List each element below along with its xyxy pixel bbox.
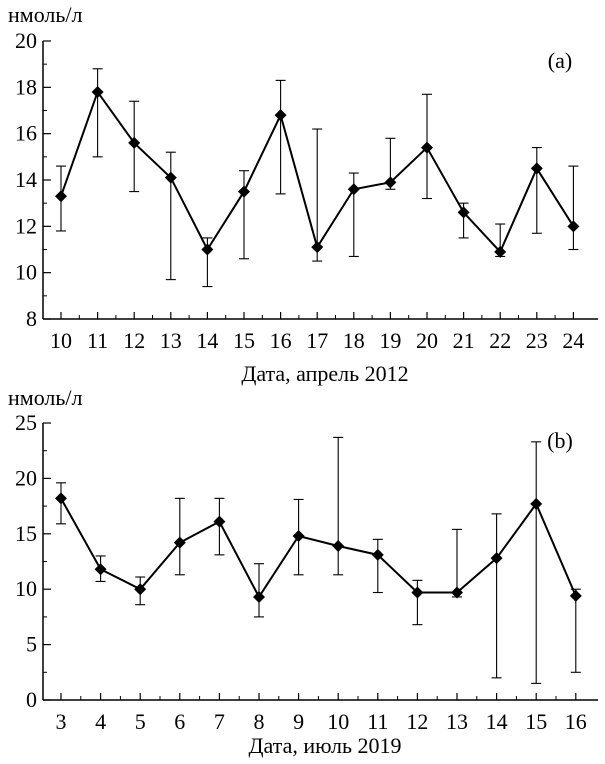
data-point-b (213, 515, 226, 528)
y-tick-label-a: 18 (15, 74, 37, 99)
data-point-b (411, 586, 424, 599)
data-point-a (55, 190, 67, 203)
y-tick-label-a: 10 (15, 260, 37, 285)
x-axis-label-b: Дата, июль 2019 (248, 733, 401, 758)
axes-b: 0 5 10 15 20 25 3 4 5 6 7 8 9 10 11 12 13 14 15 16 (15, 410, 598, 734)
data-point-a (164, 171, 177, 184)
data-point-a (494, 245, 507, 258)
x-tick-label-b: 13 (446, 709, 468, 734)
chart-panel-b: нмоль/л (b) Дата, июль 2019 0 5 10 15 20 25 3 4… (8, 385, 598, 758)
data-point-a (128, 136, 141, 149)
x-tick-label-b: 6 (174, 709, 185, 734)
x-tick-label-b: 15 (525, 709, 547, 734)
series-polyline-b (60, 497, 577, 599)
markers-b (55, 492, 582, 603)
y-tick-label-a: 20 (15, 28, 37, 53)
data-point-a (457, 206, 470, 219)
y-tick-label-b: 15 (15, 521, 37, 546)
x-tick-label-a: 16 (270, 328, 292, 353)
data-point-b (371, 548, 384, 561)
data-point-b (292, 530, 305, 543)
x-tick-label-a: 19 (379, 328, 401, 353)
x-tick-label-b: 10 (327, 709, 349, 734)
data-point-a (91, 85, 104, 98)
x-tick-label-b: 16 (565, 709, 587, 734)
panel-label-a: (a) (548, 48, 572, 73)
x-tick-label-a: 13 (160, 328, 182, 353)
x-tick-label-b: 8 (254, 709, 265, 734)
x-tick-label-b: 11 (367, 709, 388, 734)
data-point-b (569, 589, 582, 602)
data-point-b (490, 552, 503, 565)
data-point-a (347, 183, 360, 196)
x-tick-label-a: 12 (123, 328, 145, 353)
x-tick-label-b: 14 (486, 709, 508, 734)
x-tick-label-a: 23 (526, 328, 548, 353)
y-tick-label-b: 20 (15, 465, 37, 490)
data-point-a (384, 176, 397, 189)
data-point-b (253, 590, 265, 603)
data-point-b (173, 536, 186, 549)
data-point-a (201, 243, 214, 256)
x-tick-label-a: 22 (489, 328, 511, 353)
data-point-b (134, 583, 147, 596)
y-tick-label-a: 12 (15, 213, 37, 238)
x-tick-label-b: 4 (95, 709, 106, 734)
data-point-a (274, 109, 287, 122)
x-tick-label-a: 24 (562, 328, 584, 353)
data-point-a (421, 141, 433, 154)
y-tick-label-b: 5 (26, 632, 37, 657)
y-tick-label-a: 14 (15, 167, 37, 192)
data-point-a (238, 185, 250, 198)
x-tick-label-a: 11 (87, 328, 108, 353)
x-tick-label-a: 18 (343, 328, 365, 353)
data-point-a (530, 162, 543, 175)
x-tick-label-b: 5 (135, 709, 146, 734)
y-tick-label-a: 8 (26, 306, 37, 331)
panel-label-b: (b) (547, 428, 573, 453)
x-tick-label-a: 21 (453, 328, 475, 353)
y-tick-label-a: 16 (15, 121, 37, 146)
y-tick-label-b: 25 (15, 410, 37, 435)
x-tick-label-a: 15 (233, 328, 255, 353)
markers-a (55, 85, 580, 258)
data-point-a (567, 220, 580, 233)
y-tick-label-b: 10 (15, 576, 37, 601)
x-tick-label-b: 7 (214, 709, 225, 734)
data-point-b (451, 586, 463, 599)
y-axis-label-b: нмоль/л (8, 385, 83, 410)
x-tick-label-a: 14 (196, 328, 218, 353)
x-tick-label-b: 12 (406, 709, 428, 734)
data-point-b (55, 492, 67, 505)
y-axis-label-a: нмоль/л (8, 2, 83, 27)
x-tick-label-a: 17 (306, 328, 328, 353)
x-tick-label-a: 20 (416, 328, 438, 353)
data-point-b (530, 497, 543, 510)
data-point-b (94, 563, 107, 576)
x-tick-label-b: 9 (293, 709, 304, 734)
y-tick-label-b: 0 (26, 687, 37, 712)
data-point-a (311, 241, 324, 254)
error-bars-b (56, 436, 581, 684)
chart-panel-a: нмоль/л (a) Дата, апрель 2012 8 10 12 14 16 1… (8, 2, 598, 386)
data-point-b (332, 539, 345, 552)
axes-a: 8 10 12 14 16 18 20 10 11 12 13 14 15 16 17 18 19 20 21 22 2… (15, 28, 598, 353)
x-tick-label-b: 3 (56, 709, 67, 734)
x-axis-label-a: Дата, апрель 2012 (241, 361, 408, 386)
x-tick-label-a: 10 (50, 328, 72, 353)
series-line-b (60, 497, 577, 599)
